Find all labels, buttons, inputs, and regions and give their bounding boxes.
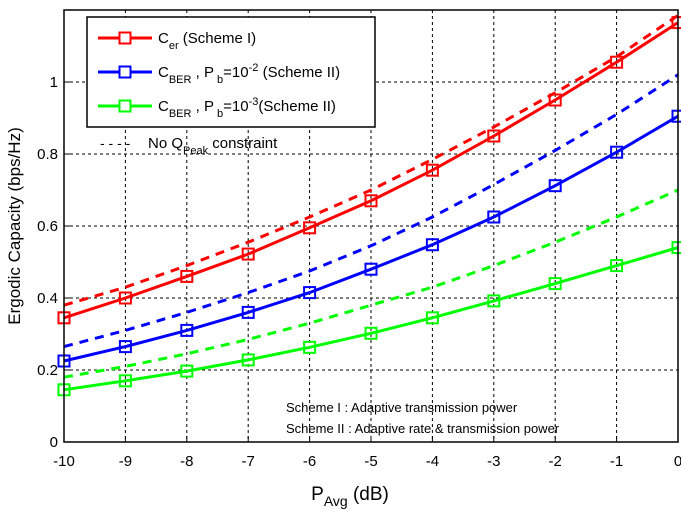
legend-text-part: -3 [249,96,259,108]
x-tick-label: -4 [426,453,439,470]
legend-swatch-marker [118,99,132,113]
legend-label: Cer (Scheme I) [158,30,256,52]
data-point [487,129,501,143]
series-line-2 [63,114,679,363]
series-lines [57,14,681,397]
y-tick-label: 0.2 [37,362,58,379]
series-line-1 [63,21,679,320]
legend-text-part: , P [191,98,214,115]
data-point [241,305,255,319]
legend-text-part: b [214,108,223,120]
legend-text-part: (Scheme I) [179,30,257,47]
x-tick-label: -7 [242,453,255,470]
dash-legend-text: No QPeak constraint [148,135,278,157]
data-point [180,269,194,283]
legend-text-part: er [169,40,179,52]
data-point [610,145,624,159]
legend-text-part: BER [169,108,192,120]
x-tick-label: -3 [487,453,500,470]
data-point [118,291,132,305]
data-point [364,262,378,276]
annotation-scheme-1: Scheme I : Adaptive transmission power [286,400,518,415]
legend-label: CBER , P b=10-3(Scheme II) [158,96,336,120]
data-point [425,311,439,325]
data-point [118,340,132,354]
legend-text-part: (Scheme II) [258,64,340,81]
data-point [610,55,624,69]
legend-text-part: =10 [223,98,248,115]
data-point [180,323,194,337]
y-tick-label: 0.8 [37,146,58,163]
x-tick-label: -6 [303,453,316,470]
x-tick-label: -1 [610,453,623,470]
axis-ticks: -10 -9 -8 -7 -6 -5 -4 -3 -2 -1 000.20.40.60.81 [37,74,681,470]
data-point [487,210,501,224]
x-tick-label: -5 [364,453,377,470]
legend-swatch-marker [118,31,132,45]
annotation-scheme-2: Scheme II : Adaptive rate & transmission… [286,421,560,436]
data-point [364,326,378,340]
x-tick-label: -10 [53,453,75,470]
legend-text-part: (Scheme II) [258,98,336,115]
y-tick-label: 0.6 [37,218,58,235]
x-axis-label: PAvg (dB) [311,484,389,509]
legend-text-part: constraint [208,135,278,152]
data-point [303,221,317,235]
x-tick-label: 0 [674,453,681,470]
legend-text-part: C [158,30,169,47]
dash-legend-line: - - - - [100,135,131,151]
legend: Cer (Scheme I)CBER , P b=10-2 (Scheme II… [86,16,376,128]
legend-text-part: C [158,64,169,81]
legend-text-part: No Q [148,135,183,152]
legend-text-part: =10 [223,64,248,81]
data-point [548,277,562,291]
legend-label: CBER , P b=10-2 (Scheme II) [158,62,340,86]
legend-text-part: b [214,74,223,86]
legend-text-part: Peak [183,145,209,157]
data-point [241,247,255,261]
series-line-6 [63,188,679,379]
legend-swatch-marker [118,65,132,79]
data-point [487,294,501,308]
data-point [241,353,255,367]
data-point [425,163,439,177]
data-point [118,374,132,388]
y-tick-label: 1 [50,74,58,91]
legend-text-part: C [158,98,169,115]
data-point [303,340,317,354]
legend-text-part: -2 [249,62,259,74]
x-axis-label-unit: (dB) [348,484,389,505]
data-point [548,179,562,193]
data-point [610,259,624,273]
x-axis-label-sub: Avg [324,493,348,509]
y-tick-label: 0.4 [37,290,58,307]
data-point [364,194,378,208]
series-line-3 [63,246,679,392]
legend-text-part: BER [169,74,192,86]
x-axis-label-main: P [311,484,324,505]
data-point [425,238,439,252]
legend-text-part: , P [191,64,214,81]
x-tick-label: -2 [549,453,562,470]
data-point [180,364,194,378]
y-tick-label: 0 [50,434,58,451]
series-line-5 [63,73,679,349]
data-point [303,286,317,300]
x-tick-label: -8 [180,453,193,470]
x-tick-label: -9 [119,453,132,470]
y-axis-label: Ergodic Capacity (bps/Hz) [5,127,24,324]
series-line-4 [63,14,679,307]
